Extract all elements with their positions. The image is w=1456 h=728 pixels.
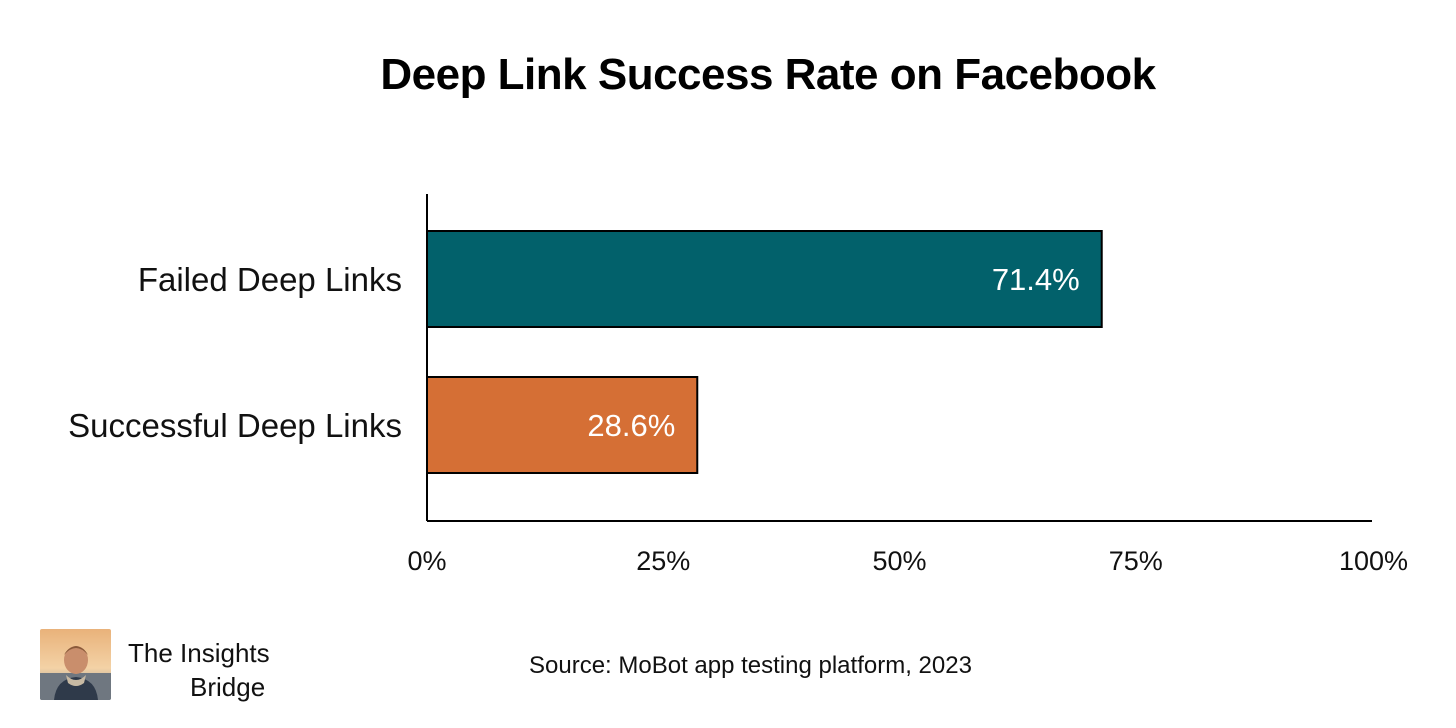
- chart-title: Deep Link Success Rate on Facebook: [380, 50, 1156, 99]
- bar-value-label: 28.6%: [587, 408, 675, 443]
- author-photo-icon: [40, 629, 111, 700]
- brand-line-2: Bridge: [190, 672, 266, 702]
- x-tick-label: 75%: [1109, 546, 1163, 576]
- bar-successful-deep-links: [426, 376, 699, 474]
- x-tick-label: 50%: [872, 546, 926, 576]
- x-tick-label: 0%: [407, 546, 446, 576]
- bars-layer: [426, 230, 1103, 474]
- x-tick-label: 25%: [636, 546, 690, 576]
- source-note: Source: MoBot app testing platform, 2023: [529, 652, 972, 679]
- brand-name: The Insights Bridge: [128, 636, 298, 704]
- category-label: Failed Deep Links: [138, 261, 402, 298]
- bar-failed-deep-links: [426, 230, 1103, 328]
- labels-layer: 71.4% Failed Deep Links 28.6% Successful De…: [68, 261, 1408, 576]
- x-tick-label: 100%: [1339, 546, 1408, 576]
- category-label: Successful Deep Links: [68, 407, 402, 444]
- bar-value-label: 71.4%: [992, 262, 1080, 297]
- bar-chart: 71.4% Failed Deep Links 28.6% Successful De…: [68, 194, 1408, 576]
- brand-line-1: The Insights: [128, 638, 270, 668]
